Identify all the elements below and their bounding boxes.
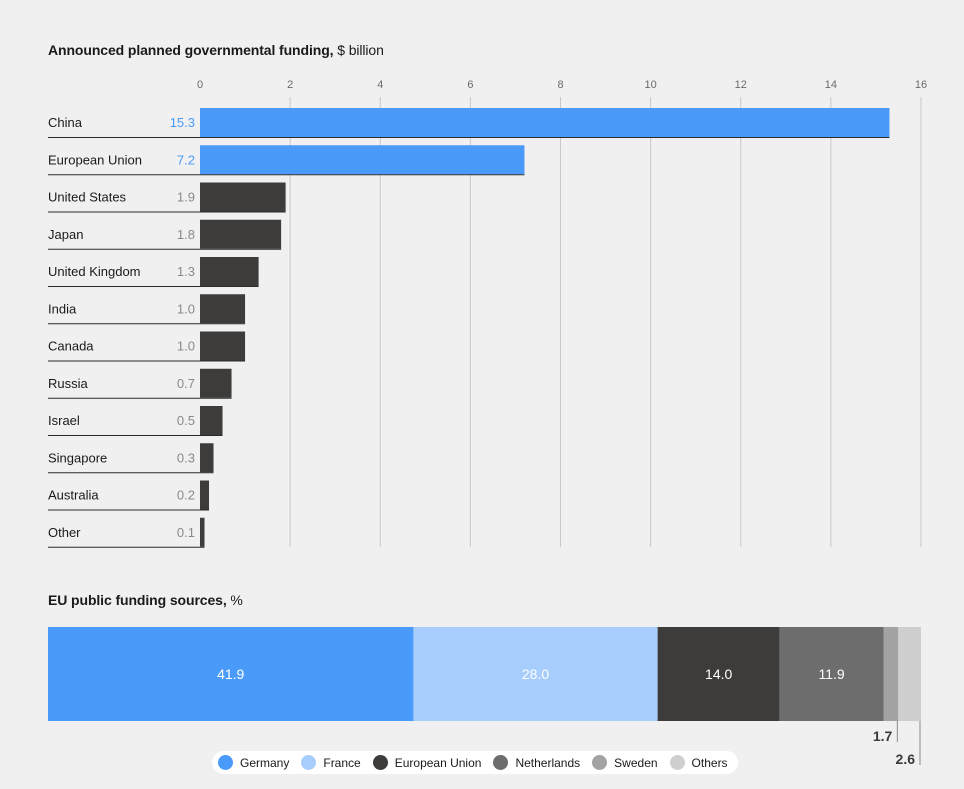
- x-tick-label-14: 14: [825, 79, 837, 91]
- value-label-canada: 1.0: [177, 339, 195, 354]
- stack-chart-title-unit: %: [226, 592, 243, 608]
- legend-swatch-sweden: [592, 755, 608, 770]
- category-label-russia: Russia: [48, 376, 89, 391]
- value-label-russia: 0.7: [177, 376, 195, 391]
- legend-label-netherlands: Netherlands: [515, 755, 581, 770]
- category-label-united-states: United States: [48, 190, 127, 205]
- legend-swatch-european-union: [372, 755, 388, 770]
- category-label-other: Other: [48, 525, 81, 540]
- stack-chart-title-main: EU public funding sources,: [48, 592, 227, 608]
- segment-label-sweden: 1.7: [873, 728, 893, 744]
- bar-japan: [200, 219, 282, 249]
- bar-canada: [200, 331, 246, 361]
- x-tick-label-0: 0: [197, 79, 203, 91]
- value-label-australia: 0.2: [177, 488, 195, 503]
- legend-swatch-others: [669, 755, 685, 770]
- legend-label-european-union: European Union: [394, 755, 482, 770]
- segment-netherlands: [779, 627, 884, 721]
- legend-item-netherlands: Netherlands: [493, 755, 580, 770]
- legend-item-european-union: European Union: [372, 755, 482, 770]
- x-tick-label-2: 2: [287, 79, 293, 91]
- legend-swatch-netherlands: [493, 755, 509, 770]
- x-tick-label-10: 10: [645, 79, 657, 91]
- segment-label-germany: 41.9: [217, 666, 244, 682]
- legend-item-sweden: Sweden: [592, 755, 658, 770]
- value-label-israel: 0.5: [177, 413, 195, 428]
- legend-label-france: France: [323, 755, 361, 770]
- legend-item-france: France: [301, 755, 361, 770]
- value-label-other: 0.1: [177, 525, 195, 540]
- segment-label-european-union: 14.0: [705, 666, 732, 682]
- chart-legend: Germany France European Union Netherlands Sw…: [212, 751, 738, 774]
- x-tick-label-6: 6: [467, 79, 473, 91]
- legend-swatch-germany: [218, 755, 233, 770]
- legend-item-germany: Germany: [218, 755, 289, 770]
- bar-singapore: [200, 443, 214, 473]
- bar-european-union: [200, 145, 525, 175]
- category-label-india: India: [48, 301, 77, 316]
- segment-european-union: [657, 627, 780, 721]
- bar-india: [200, 294, 246, 324]
- legend-label-germany: Germany: [240, 755, 290, 770]
- category-label-japan: Japan: [48, 227, 83, 242]
- bar-israel: [200, 406, 223, 435]
- segment-sweden: [883, 627, 899, 721]
- category-label-israel: Israel: [48, 413, 80, 428]
- segment-label-netherlands: 11.9: [818, 666, 844, 682]
- category-label-canada: Canada: [48, 339, 94, 354]
- bar-united-states: [200, 182, 286, 212]
- bar-other: [200, 517, 205, 547]
- value-label-japan: 1.8: [177, 227, 195, 242]
- x-tick-label-16: 16: [915, 79, 927, 91]
- segment-others: [898, 627, 921, 721]
- value-label-india: 1.0: [177, 301, 195, 316]
- bar-australia: [200, 480, 210, 510]
- segment-label-france: 28.0: [522, 666, 549, 682]
- x-tick-label-4: 4: [377, 79, 383, 91]
- category-label-european-union: European Union: [48, 152, 142, 167]
- bar-russia: [200, 368, 232, 398]
- legend-item-others: Others: [669, 755, 728, 770]
- category-label-china: China: [48, 115, 83, 130]
- segment-france: [413, 627, 658, 721]
- bar-chart-title-main: Announced planned governmental funding,: [48, 42, 334, 58]
- value-label-united-kingdom: 1.3: [177, 264, 195, 279]
- bar-united-kingdom: [200, 257, 259, 286]
- legend-label-sweden: Sweden: [614, 755, 658, 770]
- bar-china: [200, 108, 890, 137]
- bar-chart-title: Announced planned governmental funding, …: [48, 42, 384, 58]
- value-label-singapore: 0.3: [177, 450, 195, 465]
- bar-chart: 0 2 4 6 8 10 12 14 16 China 15.3 European Union 7.2 U…: [48, 79, 927, 548]
- category-label-united-kingdom: United Kingdom: [48, 264, 141, 279]
- segment-germany: [48, 627, 414, 721]
- category-label-australia: Australia: [48, 488, 99, 503]
- value-label-china: 15.3: [170, 115, 195, 130]
- bar-chart-title-unit: $ billion: [333, 42, 384, 58]
- x-tick-label-12: 12: [735, 79, 747, 91]
- x-tick-label-8: 8: [557, 79, 563, 91]
- segment-label-others: 2.6: [896, 751, 916, 767]
- stack-chart-title: EU public funding sources, %: [48, 592, 243, 608]
- value-label-european-union: 7.2: [177, 152, 195, 167]
- category-label-singapore: Singapore: [48, 450, 107, 465]
- legend-swatch-france: [301, 755, 317, 770]
- value-label-united-states: 1.9: [177, 190, 195, 205]
- legend-label-others: Others: [691, 755, 728, 770]
